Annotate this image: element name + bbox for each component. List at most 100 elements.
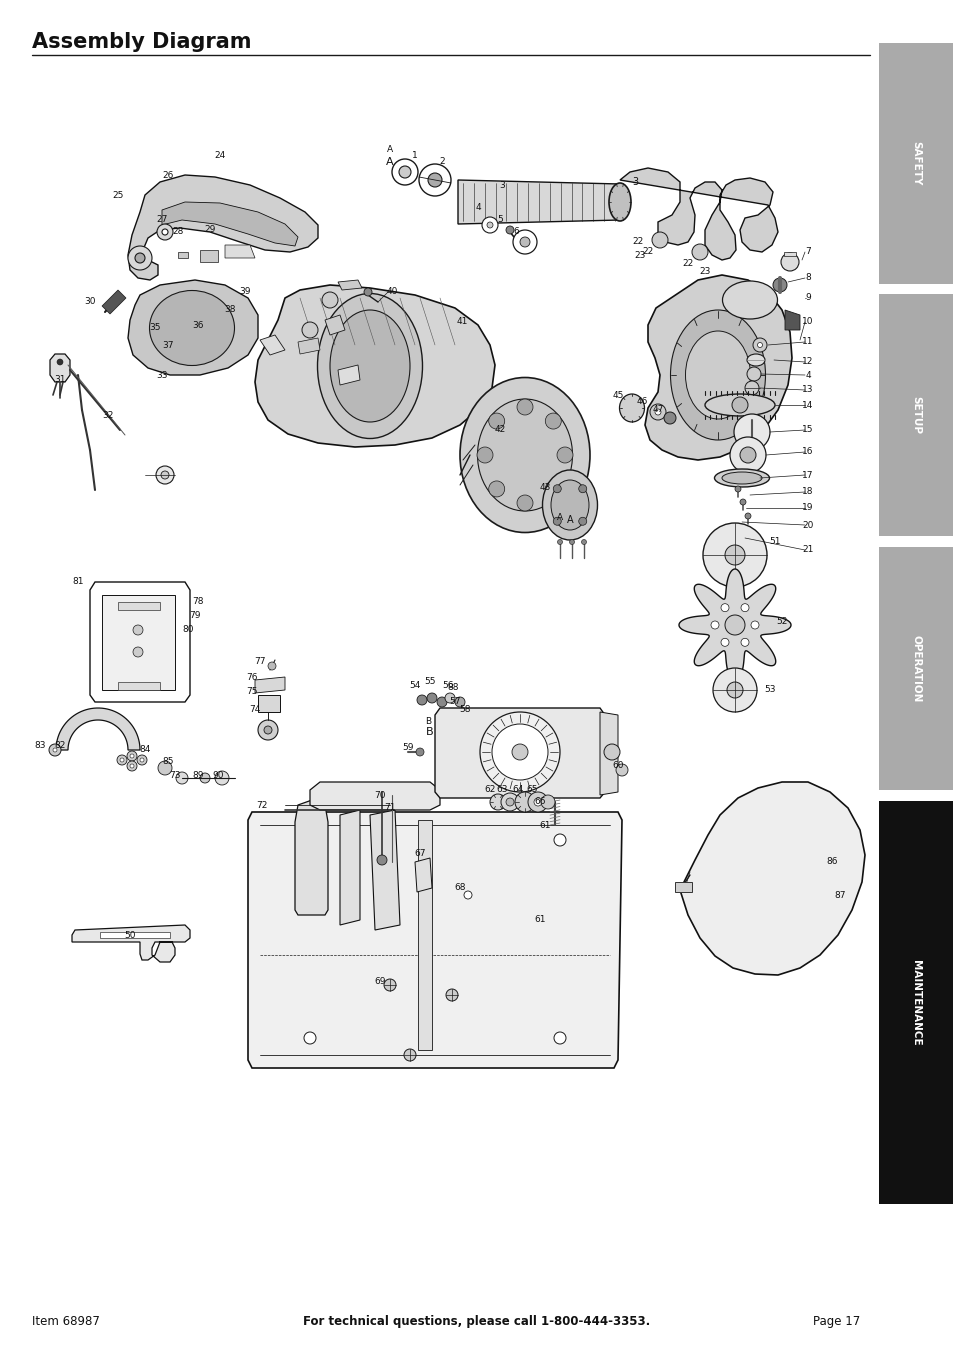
Circle shape — [734, 486, 740, 491]
Text: A: A — [566, 514, 573, 525]
Text: 7: 7 — [804, 247, 810, 256]
Circle shape — [616, 764, 627, 776]
Circle shape — [534, 798, 541, 806]
Circle shape — [488, 413, 504, 429]
Text: 19: 19 — [801, 504, 813, 513]
Polygon shape — [337, 364, 359, 385]
Circle shape — [691, 244, 707, 261]
Circle shape — [553, 517, 560, 525]
Text: 85: 85 — [162, 757, 173, 767]
Text: 33: 33 — [156, 370, 168, 379]
Text: 50: 50 — [124, 930, 135, 940]
Polygon shape — [254, 676, 285, 693]
Circle shape — [740, 447, 755, 463]
Circle shape — [720, 639, 728, 647]
Text: 76: 76 — [246, 674, 257, 683]
Polygon shape — [200, 250, 218, 262]
Text: 43: 43 — [538, 483, 550, 493]
Text: 90: 90 — [212, 771, 224, 779]
Circle shape — [781, 252, 799, 271]
Circle shape — [162, 230, 168, 235]
Circle shape — [569, 540, 574, 544]
Circle shape — [384, 979, 395, 991]
Text: 47: 47 — [652, 405, 663, 414]
Circle shape — [578, 485, 586, 493]
Circle shape — [200, 774, 210, 783]
Ellipse shape — [721, 281, 777, 319]
Ellipse shape — [551, 481, 588, 531]
Circle shape — [446, 990, 457, 1000]
Text: 18: 18 — [801, 487, 813, 497]
Circle shape — [772, 278, 786, 292]
Text: 22: 22 — [641, 247, 653, 256]
Circle shape — [117, 755, 127, 765]
Polygon shape — [162, 202, 297, 246]
Circle shape — [137, 755, 147, 765]
Circle shape — [729, 437, 765, 472]
Circle shape — [500, 792, 518, 811]
Circle shape — [515, 792, 535, 811]
Circle shape — [545, 481, 560, 497]
Text: 87: 87 — [833, 891, 845, 899]
Text: 35: 35 — [149, 324, 161, 332]
Text: 31: 31 — [54, 375, 66, 385]
Polygon shape — [417, 819, 432, 1050]
Text: 51: 51 — [768, 537, 780, 547]
Text: B: B — [424, 717, 431, 726]
Circle shape — [649, 404, 665, 420]
Text: 25: 25 — [112, 190, 124, 200]
Text: 28: 28 — [172, 228, 184, 236]
Circle shape — [392, 159, 417, 185]
Polygon shape — [325, 315, 345, 335]
Text: 84: 84 — [139, 745, 151, 755]
Ellipse shape — [721, 472, 761, 485]
Polygon shape — [337, 279, 361, 290]
Polygon shape — [783, 252, 795, 256]
Circle shape — [304, 834, 315, 846]
Circle shape — [744, 381, 759, 396]
Circle shape — [156, 466, 173, 485]
Circle shape — [740, 639, 748, 647]
Circle shape — [128, 246, 152, 270]
Circle shape — [655, 409, 660, 414]
Circle shape — [427, 693, 436, 703]
Text: 41: 41 — [456, 317, 467, 327]
Bar — [878, 547, 953, 790]
Circle shape — [527, 792, 547, 811]
Text: 77: 77 — [254, 657, 266, 667]
Polygon shape — [679, 782, 864, 975]
Text: 10: 10 — [801, 317, 813, 327]
Polygon shape — [128, 176, 317, 279]
Ellipse shape — [670, 310, 764, 440]
Circle shape — [479, 711, 559, 792]
Text: For technical questions, please call 1-800-444-3353.: For technical questions, please call 1-8… — [303, 1315, 650, 1328]
Circle shape — [733, 414, 769, 450]
Text: 72: 72 — [256, 801, 268, 810]
Circle shape — [731, 397, 747, 413]
Text: 66: 66 — [534, 798, 545, 806]
Ellipse shape — [714, 468, 769, 487]
Ellipse shape — [459, 378, 589, 532]
Circle shape — [436, 697, 447, 707]
Circle shape — [175, 772, 188, 784]
Text: 53: 53 — [763, 686, 775, 694]
Circle shape — [553, 485, 560, 493]
Circle shape — [135, 252, 145, 263]
Circle shape — [744, 513, 750, 518]
Text: 86: 86 — [825, 857, 837, 867]
Circle shape — [651, 232, 667, 248]
Text: 70: 70 — [374, 791, 385, 799]
Circle shape — [304, 1031, 315, 1044]
Text: 17: 17 — [801, 471, 813, 479]
Text: 12: 12 — [801, 358, 813, 366]
Text: 9: 9 — [804, 293, 810, 302]
Bar — [878, 801, 953, 1204]
Text: 5: 5 — [497, 216, 502, 224]
Circle shape — [398, 166, 411, 178]
Ellipse shape — [150, 290, 234, 366]
Text: 61: 61 — [534, 915, 545, 925]
Text: 81: 81 — [72, 578, 84, 586]
Text: 88: 88 — [447, 683, 458, 693]
Polygon shape — [248, 811, 621, 1068]
Text: 45: 45 — [612, 390, 623, 400]
